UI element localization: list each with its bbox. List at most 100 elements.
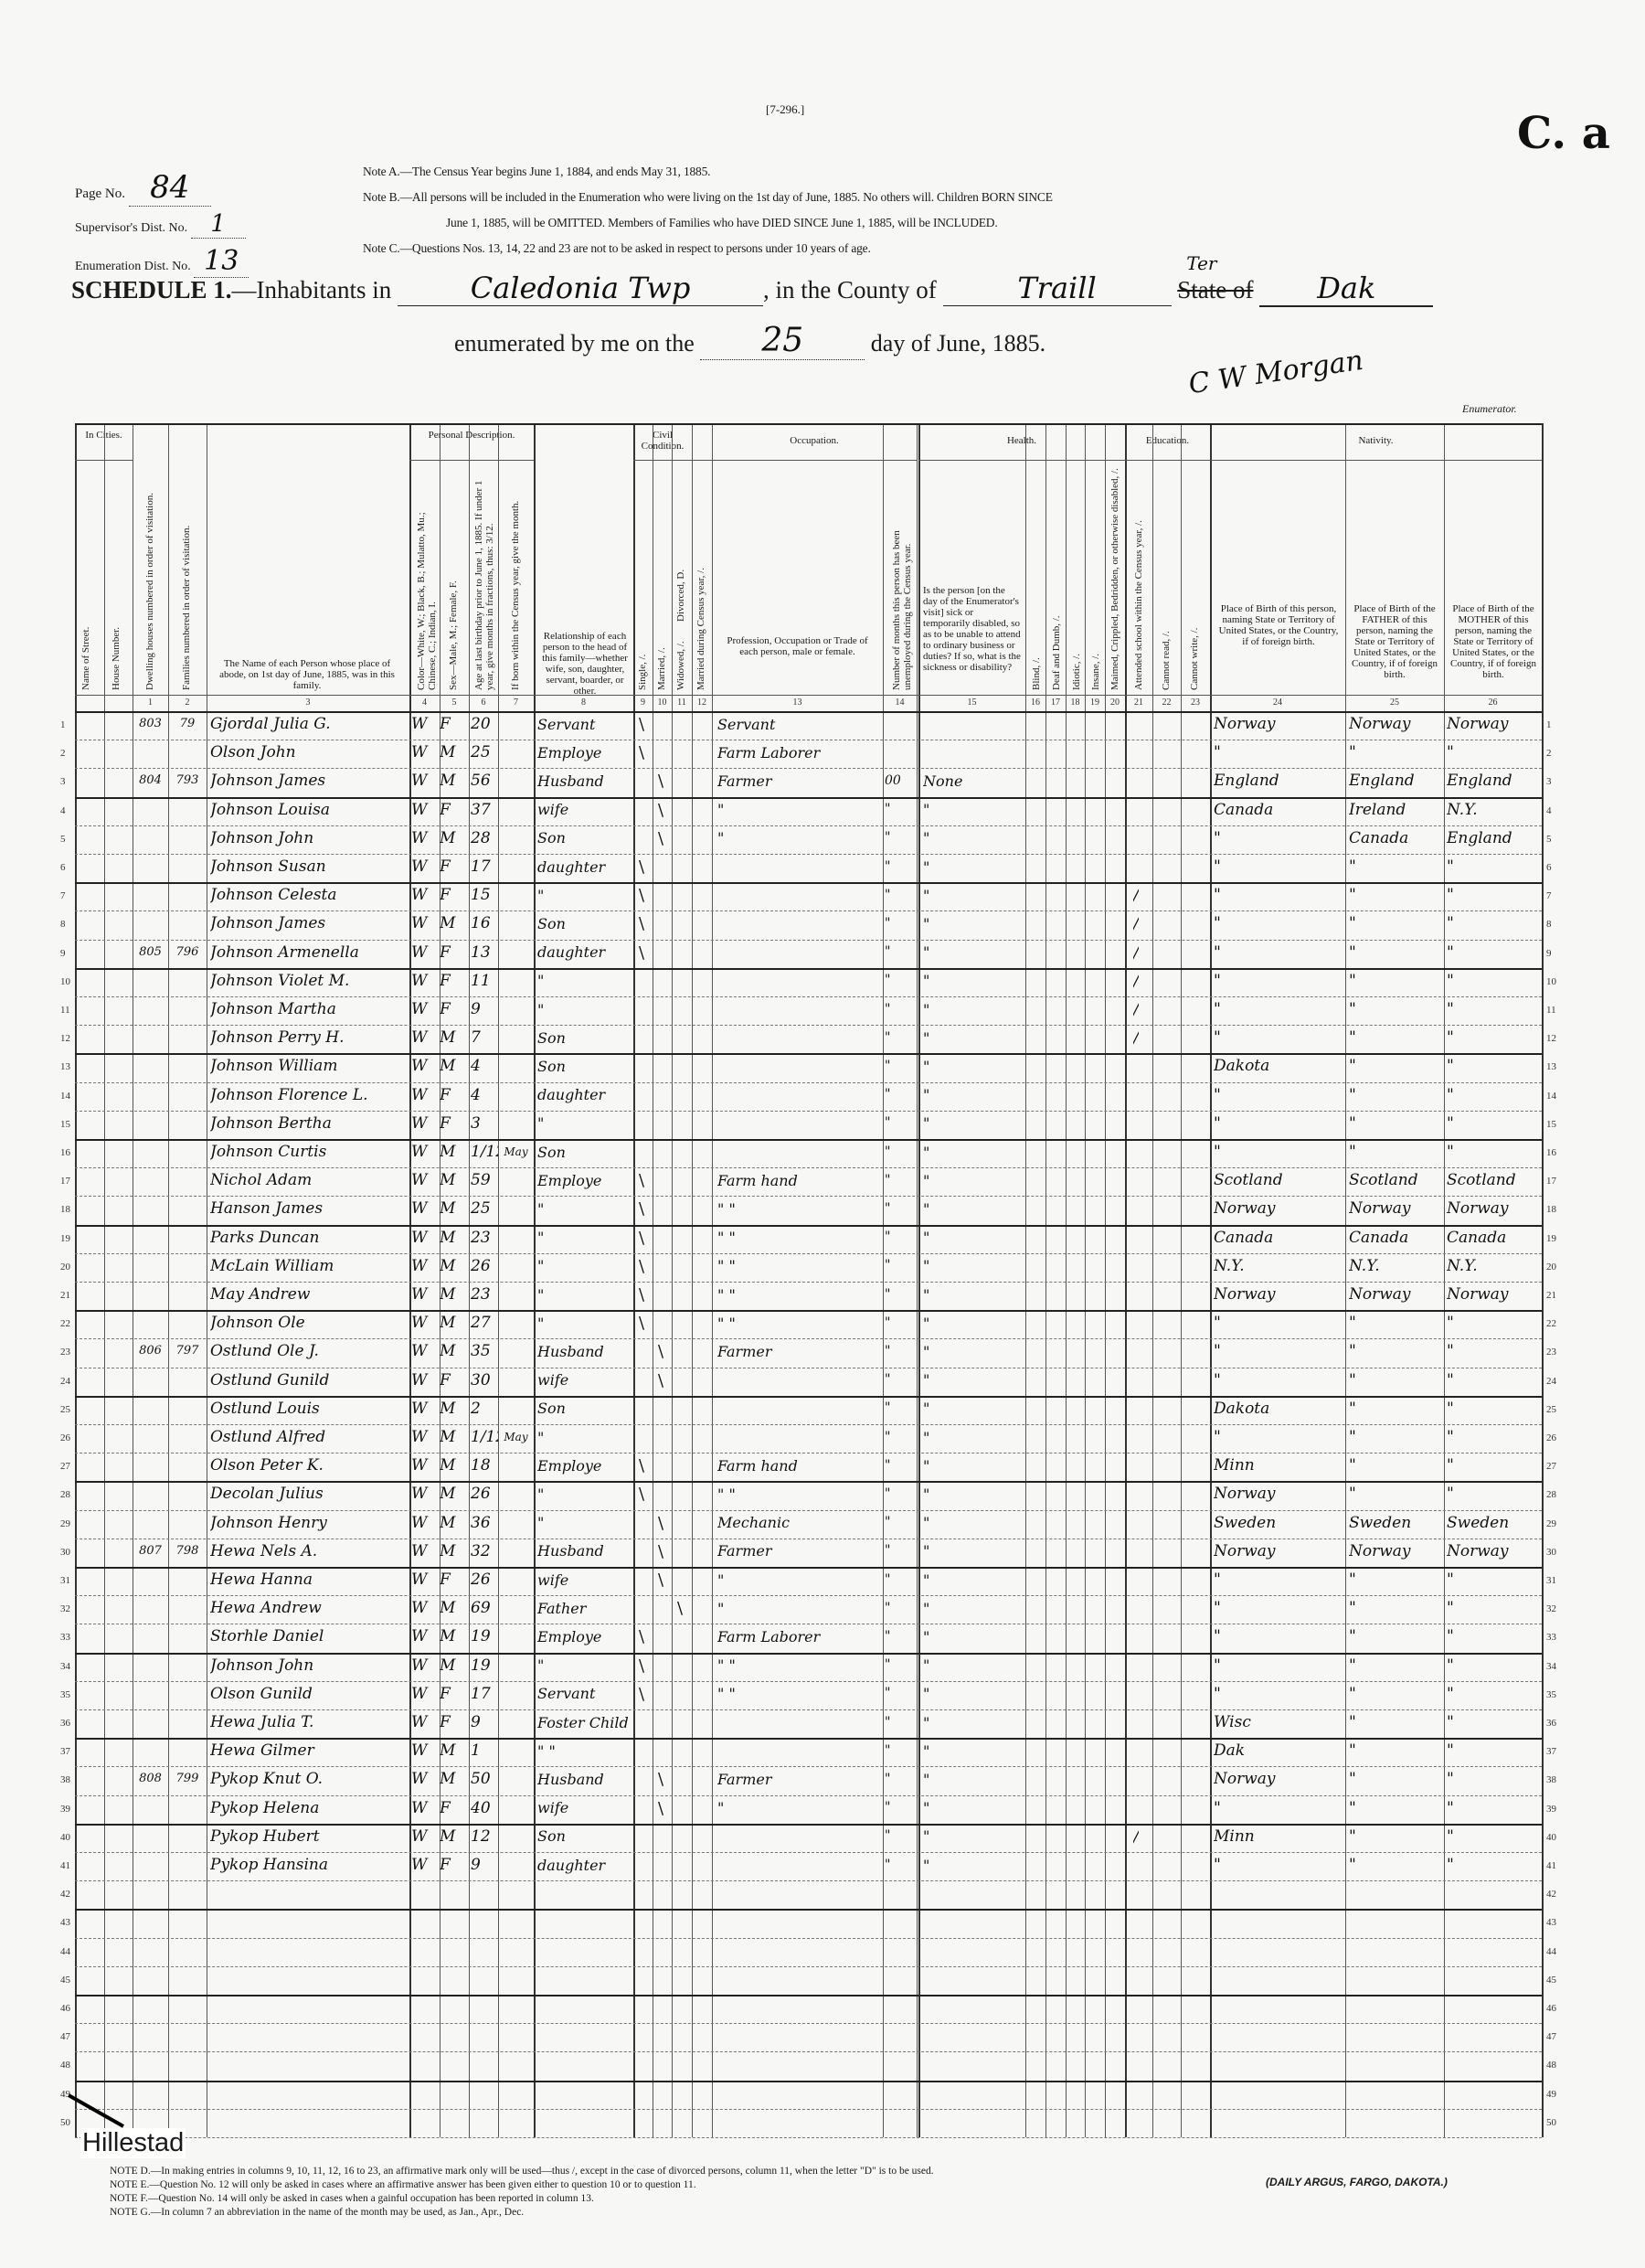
cell-health: " bbox=[923, 1770, 930, 1788]
cell-month: May bbox=[504, 1145, 528, 1158]
cell-health: " bbox=[923, 1199, 930, 1218]
line-number-right: 2 bbox=[1546, 748, 1552, 760]
cell-relation: Husband bbox=[537, 1770, 604, 1788]
cell-unemployed: " bbox=[885, 1400, 891, 1416]
cell-name: May Andrew bbox=[210, 1285, 311, 1304]
cell-father: " bbox=[1349, 942, 1356, 962]
cell-health: " bbox=[923, 1599, 930, 1617]
cell-name: Hanson James bbox=[210, 1199, 324, 1219]
cell-occupation: " " bbox=[717, 1485, 736, 1503]
cell-health: " bbox=[923, 829, 930, 847]
civil-mark-single: \ bbox=[639, 914, 645, 934]
cell-occupation: Farm hand bbox=[717, 1456, 798, 1475]
line-number-left: 2 bbox=[60, 748, 66, 760]
cell-birth: Norway bbox=[1214, 1485, 1276, 1504]
column-number: 24 bbox=[1273, 697, 1282, 708]
territory-note: Ter bbox=[1186, 252, 1217, 274]
cell-unemployed: " bbox=[885, 1657, 891, 1673]
cell-color: W bbox=[411, 800, 428, 819]
cell-color: W bbox=[411, 1314, 428, 1333]
cell-name: Nichol Adam bbox=[210, 1171, 313, 1190]
civil-mark-married: \ bbox=[658, 828, 664, 848]
cell-name: Hewa Hanna bbox=[210, 1571, 313, 1590]
line-number-right: 11 bbox=[1546, 1005, 1556, 1016]
cell-mother: " bbox=[1447, 1798, 1454, 1817]
cell-occupation: " " bbox=[717, 1229, 736, 1247]
line-number-left: 41 bbox=[60, 1860, 70, 1871]
cell-unemployed: " bbox=[885, 1429, 891, 1444]
cell-relation: Employe bbox=[537, 1171, 602, 1189]
line-number-right: 48 bbox=[1546, 2060, 1556, 2071]
cell-sex: M bbox=[440, 1342, 456, 1361]
cell-sex: M bbox=[440, 1627, 456, 1646]
cell-name: Pykop Hansina bbox=[210, 1856, 329, 1875]
header-color: Color—White, W.; Black, B.; Mulatto, Mu.… bbox=[416, 512, 438, 690]
cell-age: 1 bbox=[471, 1741, 481, 1761]
cell-unemployed: " bbox=[885, 1286, 891, 1302]
cell-color: W bbox=[411, 1826, 428, 1846]
cell-name: Johnson James bbox=[210, 914, 326, 933]
cell-father: " bbox=[1349, 1370, 1356, 1390]
cell-mother: " bbox=[1447, 1000, 1454, 1019]
cell-name: Pykop Knut O. bbox=[210, 1770, 324, 1789]
cell-health: " bbox=[923, 1314, 930, 1332]
group-header-divider bbox=[1210, 460, 1542, 461]
cell-name: Johnson Perry H. bbox=[210, 1028, 345, 1048]
cell-relation: daughter bbox=[537, 857, 606, 876]
note-d: NOTE D.—In making entries in columns 9, … bbox=[110, 2166, 934, 2177]
table-row: Johnson John W M 19 " " " " " " " " \ bbox=[0, 1653, 1645, 1681]
cell-name: Johnson Henry bbox=[210, 1513, 327, 1532]
header-father-birthplace: Place of Birth of the FATHER of this per… bbox=[1352, 603, 1438, 680]
cell-age: 9 bbox=[471, 1713, 481, 1732]
cell-birth: " bbox=[1214, 1599, 1221, 1618]
cell-sex: M bbox=[440, 1826, 456, 1846]
cell-name: Hewa Gilmer bbox=[210, 1741, 314, 1761]
month-year: day of June, 1885. bbox=[870, 330, 1046, 357]
cell-father: " bbox=[1349, 1113, 1356, 1133]
line-number-right: 39 bbox=[1546, 1803, 1556, 1815]
cell-father: " bbox=[1349, 1085, 1356, 1104]
row-divider bbox=[75, 882, 1542, 885]
table-row: Pykop Helena W F 40 wife " " " " " " \ bbox=[0, 1795, 1645, 1824]
column-divider bbox=[409, 423, 411, 2137]
civil-mark-single: \ bbox=[639, 1485, 645, 1505]
cell-unemployed: 00 bbox=[885, 772, 901, 788]
group-header-divider bbox=[633, 460, 712, 461]
column-number: 8 bbox=[581, 697, 586, 708]
cell-health: " bbox=[923, 1656, 930, 1675]
header-single: Single, /. bbox=[637, 654, 648, 690]
table-row: Johnson Susan W F 17 daughter " " " " " \ bbox=[0, 854, 1645, 882]
cell-unemployed: " bbox=[885, 1200, 891, 1216]
cell-color: W bbox=[411, 1456, 428, 1475]
cell-health: " bbox=[923, 1171, 930, 1189]
cell-health: " bbox=[923, 1456, 930, 1475]
column-divider bbox=[1542, 423, 1544, 2137]
line-number-right: 33 bbox=[1546, 1632, 1556, 1644]
cell-color: W bbox=[411, 1684, 428, 1703]
place-value: Caledonia Twp bbox=[398, 271, 764, 306]
cell-mother: " bbox=[1447, 1656, 1454, 1675]
cell-color: W bbox=[411, 1342, 428, 1361]
row-divider bbox=[75, 1310, 1542, 1313]
civil-mark-single: \ bbox=[639, 715, 645, 734]
cell-mother: Norway bbox=[1447, 715, 1509, 734]
cell-name: Ostlund Louis bbox=[210, 1399, 320, 1418]
header-sick: Is the person [on the day of the Enumera… bbox=[923, 585, 1021, 673]
cell-relation: " bbox=[537, 1229, 545, 1247]
cell-father: " bbox=[1349, 1428, 1356, 1447]
row-divider bbox=[75, 1937, 1542, 1939]
cell-mother: England bbox=[1447, 828, 1512, 847]
cell-name: Johnson Bertha bbox=[210, 1113, 332, 1133]
cell-color: W bbox=[411, 1713, 428, 1732]
cell-age: 13 bbox=[471, 942, 491, 962]
note-b-line2: June 1, 1885, will be OMITTED. Members o… bbox=[446, 216, 998, 229]
cell-dwelling: 805 bbox=[139, 944, 162, 959]
cell-age: 25 bbox=[471, 1199, 491, 1219]
cell-school: / bbox=[1133, 886, 1140, 906]
table-row: Nichol Adam W M 59 Employe Farm hand " " Scotlan… bbox=[0, 1167, 1645, 1196]
cell-name: Pykop Helena bbox=[210, 1798, 320, 1817]
column-number: 13 bbox=[792, 697, 802, 708]
line-number-right: 47 bbox=[1546, 2031, 1556, 2043]
civil-mark-single: \ bbox=[639, 942, 645, 963]
header-occupation: Occupation. bbox=[790, 435, 839, 446]
